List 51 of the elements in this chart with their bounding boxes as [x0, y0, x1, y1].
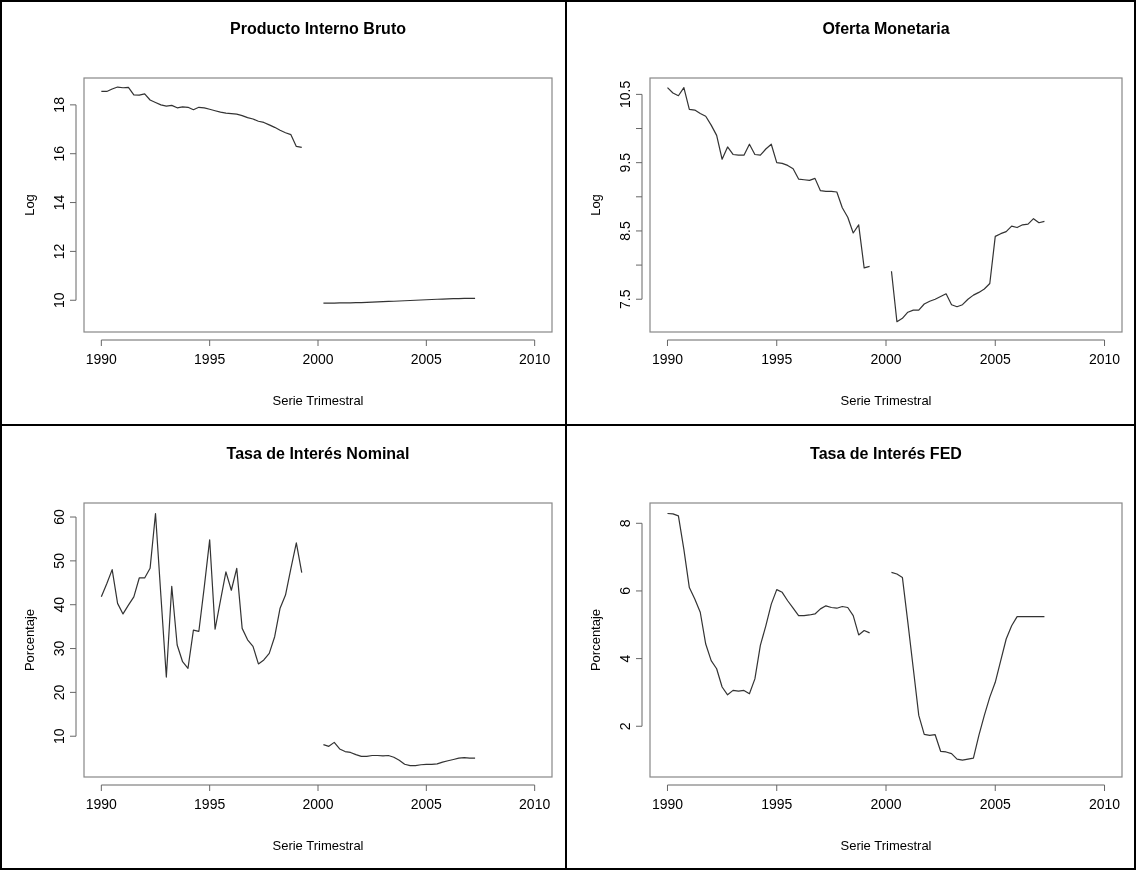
y-tick-label: 14	[51, 194, 67, 211]
chart-title: Tasa de Interés FED	[810, 445, 962, 462]
x-tick-label: 1990	[85, 351, 118, 367]
y-tick-label: 4	[617, 654, 633, 663]
x-tick-label: 2010	[519, 796, 551, 812]
x-tick-label: 2010	[519, 351, 551, 367]
y-tick-label: 6	[617, 586, 633, 595]
y-tick-label: 40	[51, 596, 67, 613]
x-tick-label: 1995	[194, 351, 226, 367]
x-tick-label: 2000	[302, 796, 334, 812]
y-axis-title: Log	[22, 194, 37, 216]
y-tick-label: 10	[51, 728, 67, 745]
y-axis-title: Log	[588, 194, 603, 216]
x-axis-title: Serie Trimestral	[840, 393, 932, 408]
y-tick-label: 7.5	[617, 289, 633, 309]
x-tick-label: 2000	[870, 796, 902, 812]
x-tick-label: 2005	[410, 351, 443, 367]
x-axis-title: Serie Trimestral	[840, 838, 932, 853]
y-tick-label: 50	[51, 552, 67, 569]
x-tick-label: 2000	[870, 351, 902, 367]
y-axis-title: Porcentaje	[22, 608, 37, 672]
x-tick-label: 2010	[1088, 796, 1121, 812]
y-tick-label: 20	[51, 684, 67, 701]
y-tick-label: 10	[51, 292, 67, 309]
x-tick-label: 2005	[979, 351, 1012, 367]
chart-title: Tasa de Interés Nominal	[226, 445, 410, 462]
x-tick-label: 1990	[651, 796, 684, 812]
x-tick-label: 1995	[761, 796, 793, 812]
y-tick-label: 10.5	[617, 80, 633, 109]
x-tick-label: 2000	[302, 351, 334, 367]
x-tick-label: 1990	[651, 351, 684, 367]
x-tick-label: 2010	[1088, 351, 1121, 367]
y-tick-label: 8.5	[617, 221, 633, 241]
y-tick-label: 2	[617, 722, 633, 731]
x-axis-title: Serie Trimestral	[272, 838, 364, 853]
y-axis-title: Porcentaje	[588, 608, 603, 672]
y-tick-label: 18	[51, 96, 67, 113]
y-tick-label: 30	[51, 640, 67, 657]
x-axis-title: Serie Trimestral	[272, 393, 364, 408]
x-tick-label: 1995	[194, 796, 226, 812]
x-tick-label: 1995	[761, 351, 793, 367]
y-tick-label: 60	[51, 509, 67, 525]
x-tick-label: 2005	[410, 796, 443, 812]
y-tick-label: 8	[617, 519, 633, 528]
x-tick-label: 2005	[979, 796, 1012, 812]
chart-title: Producto Interno Bruto	[230, 20, 407, 37]
y-tick-label: 12	[51, 243, 67, 260]
y-tick-label: 16	[51, 145, 67, 162]
chart-title: Oferta Monetaria	[822, 20, 950, 37]
y-tick-label: 9.5	[617, 152, 633, 173]
x-tick-label: 1990	[85, 796, 118, 812]
